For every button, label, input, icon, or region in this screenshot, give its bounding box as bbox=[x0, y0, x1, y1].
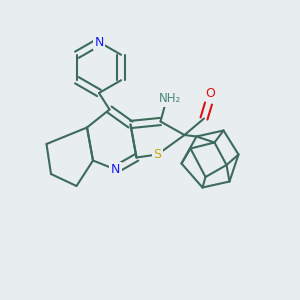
Text: N: N bbox=[94, 35, 104, 49]
Text: NH₂: NH₂ bbox=[158, 92, 181, 106]
Text: S: S bbox=[154, 148, 161, 161]
Text: N: N bbox=[111, 163, 120, 176]
Text: O: O bbox=[205, 86, 215, 100]
